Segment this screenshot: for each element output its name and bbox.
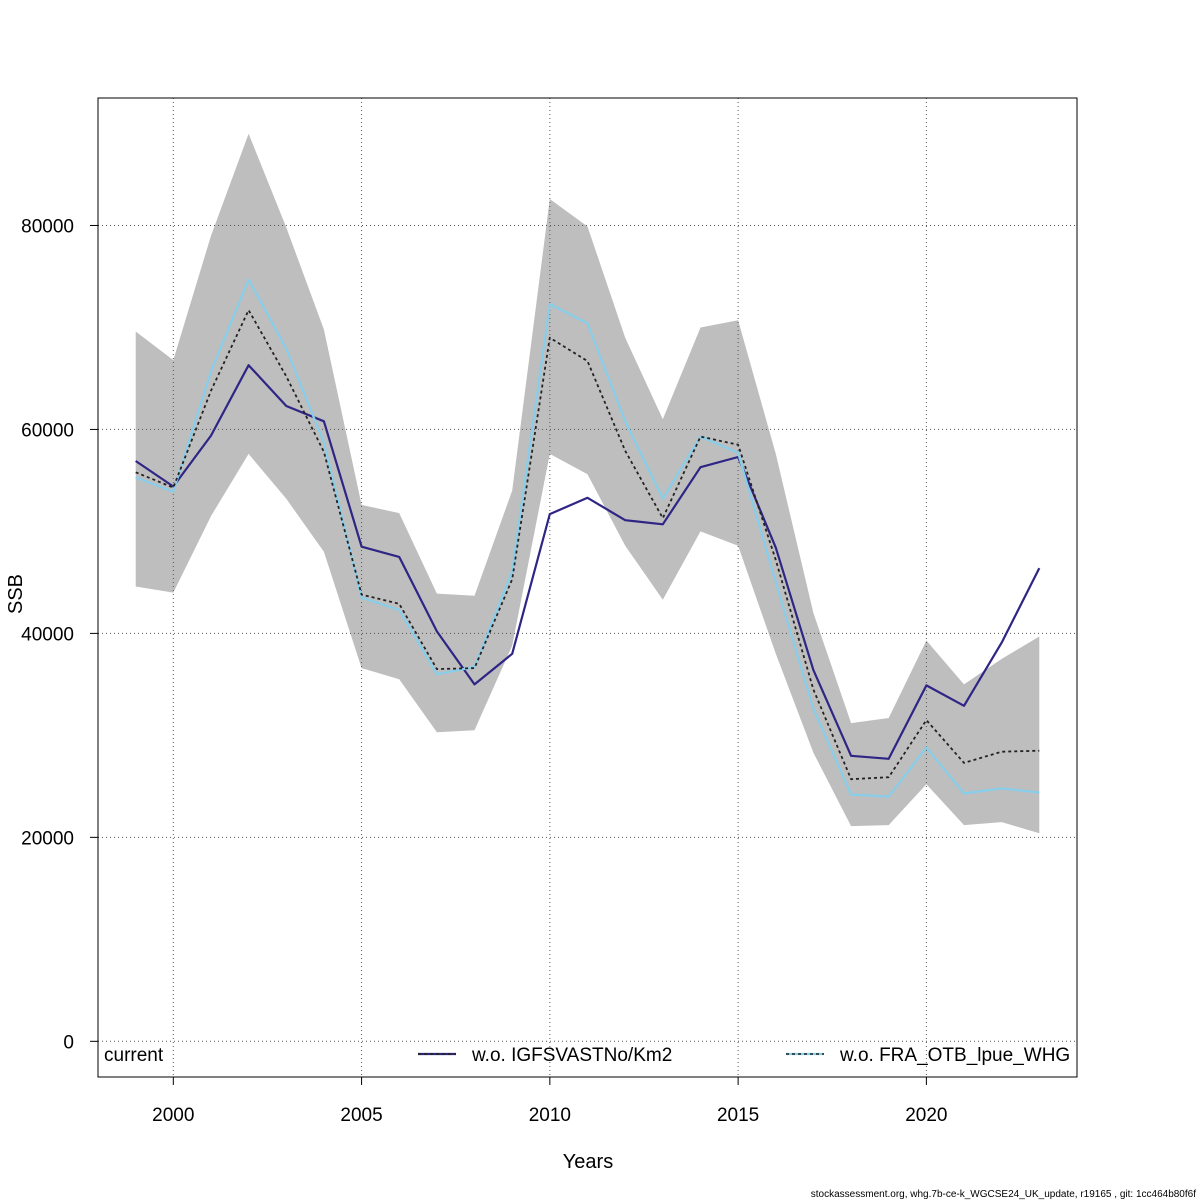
x-tick-label-2015: 2015 (717, 1105, 759, 1126)
y-axis: 0 20000 40000 60000 80000 (21, 216, 98, 1053)
y-tick-label-60000: 60000 (21, 420, 74, 441)
x-axis: 2000 2005 2010 2015 2020 (152, 1077, 948, 1126)
y-tick-label-20000: 20000 (21, 828, 74, 849)
y-tick-label-40000: 40000 (21, 624, 74, 645)
series-line-current (135, 309, 1040, 781)
series-layer (135, 278, 1041, 798)
y-axis-title: SSB (5, 574, 27, 614)
plot-box (97, 97, 1078, 1078)
legend-label-fra-otb: w.o. FRA_OTB_lpue_WHG (839, 1045, 1070, 1066)
legend: current w.o. IGFSVASTNo/Km2 w.o. FRA_OTB… (104, 1045, 1070, 1066)
legend-label-current: current (104, 1045, 164, 1066)
x-tick-label-2000: 2000 (152, 1105, 194, 1126)
legend-label-igfsvast: w.o. IGFSVASTNo/Km2 (471, 1045, 672, 1066)
footer-credit: stockassessment.org, whg.7b-ce-k_WGCSE24… (811, 1189, 1196, 1200)
y-tick-label-80000: 80000 (21, 216, 74, 237)
series-line-w-o-fra-otb-lpue-whg (135, 278, 1040, 798)
series-line-w-o-igfsvastno-km2 (135, 364, 1041, 760)
x-tick-label-2020: 2020 (905, 1105, 947, 1126)
x-tick-label-2005: 2005 (340, 1105, 382, 1126)
x-axis-title: Years (563, 1151, 613, 1173)
y-tick-label-0: 0 (63, 1032, 74, 1053)
x-tick-label-2010: 2010 (529, 1105, 571, 1126)
